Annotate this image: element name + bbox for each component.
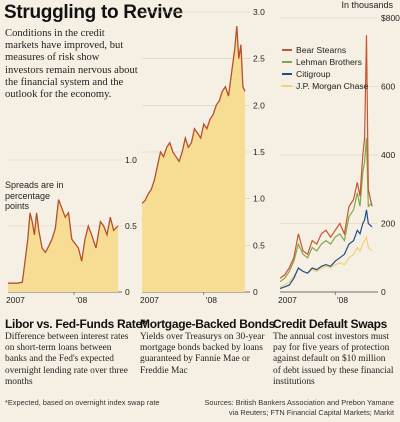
mbs-y-tick-3: 1.5 [253,147,265,157]
cds-series-lehman [279,137,373,283]
cds-y-tick-3: 600 [381,82,395,92]
libor-area [8,199,118,292]
libor-x-tick-1: '08 [76,295,87,305]
mbs-y-tick-5: 2.5 [253,54,265,64]
page-title: Struggling to Revive [4,2,183,23]
cds-x-tick-1: '08 [337,295,348,305]
libor-chart: 0 0.5 1.0 2007 '08 [6,155,137,305]
legend-label-citi: Citigroup [296,69,331,79]
cds-chart-title: Credit Default Swaps [273,317,388,331]
mbs-line [141,25,246,204]
libor-chart-title: Libor vs. Fed-Funds Rate* [5,317,147,331]
mbs-y-tick-1: 0.5 [253,240,265,250]
cds-series-citi [279,209,373,290]
cds-units-label: In thousands [341,0,393,10]
mbs-y-tick-0: 0 [253,287,258,297]
cds-series-bear [279,35,373,279]
legend-item-lehman: Lehman Brothers [282,56,368,68]
cds-x-tick-0: 2007 [278,295,297,305]
cds-y-tick-4: $800 [381,13,400,23]
cds-y-tick-1: 200 [381,219,395,229]
mortgage-bonds-chart: 0 0.5 1.0 1.5 2.0 2.5 3.0 2007 '08 [140,7,265,305]
libor-chart-description: Difference between interest rates on sho… [5,332,129,387]
libor-units-label: Spreads are in percentage points [5,180,64,211]
legend-label-jpm: J.P. Morgan Chase [296,81,369,91]
mbs-y-tick-2: 1.0 [253,194,265,204]
sources-line-2: via Reuters; FTN Financial Capital Marke… [228,407,394,417]
legend-swatch-bear [282,49,292,51]
legend-item-bear: Bear Stearns [282,44,368,56]
mbs-area [142,26,245,292]
legend-swatch-lehman [282,61,292,63]
footnote: *Expected, based on overnight index swap… [5,398,160,407]
sources: Sources: British Bankers Association and… [204,398,394,417]
mbs-y-tick-6: 3.0 [253,7,265,17]
legend-item-jpm: J.P. Morgan Chase [282,80,368,92]
libor-y-tick-1: 0.5 [125,221,137,231]
mbs-x-tick-0: 2007 [140,295,159,305]
libor-y-tick-2: 1.0 [125,155,137,165]
cds-chart: 0 200 400 600 $800 2007 '08 [278,13,400,305]
intro-text: Conditions in the credit markets have im… [5,28,138,101]
legend-item-citi: Citigroup [282,68,368,80]
cds-y-tick-2: 400 [381,150,395,160]
sources-line-1: Sources: British Bankers Association and… [204,398,394,407]
mbs-chart-title: Mortgage-Backed Bonds [140,317,276,331]
mbs-x-tick-1: '08 [206,295,217,305]
libor-line [8,199,119,284]
mbs-chart-description: Yields over Treasurys on 30-year mortgag… [140,332,265,376]
legend-swatch-citi [282,73,292,75]
legend-label-lehman: Lehman Brothers [296,57,362,67]
cds-chart-description: The annual cost investors must pay for f… [273,332,394,387]
libor-y-tick-0: 0 [125,287,130,297]
legend-swatch-jpm [282,85,292,87]
cds-y-tick-0: 0 [381,287,386,297]
legend-label-bear: Bear Stearns [296,45,347,55]
cds-legend: Bear Stearns Lehman Brothers Citigroup J… [282,44,368,92]
libor-x-tick-0: 2007 [6,295,25,305]
mbs-y-tick-4: 2.0 [253,100,265,110]
